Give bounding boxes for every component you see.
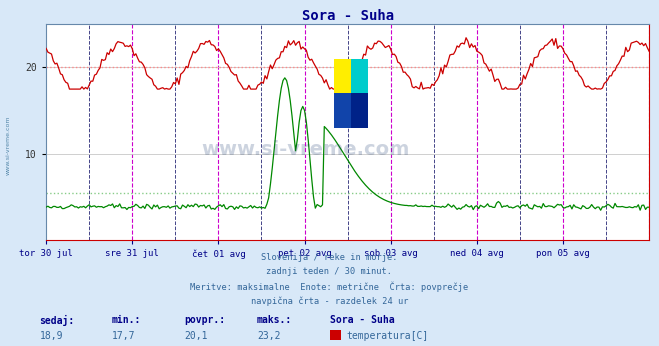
Text: povpr.:: povpr.: bbox=[185, 315, 225, 325]
Text: Meritve: maksimalne  Enote: metrične  Črta: povprečje: Meritve: maksimalne Enote: metrične Črta… bbox=[190, 282, 469, 292]
Text: min.:: min.: bbox=[112, 315, 142, 325]
Title: Sora - Suha: Sora - Suha bbox=[302, 9, 393, 23]
Text: www.si-vreme.com: www.si-vreme.com bbox=[5, 116, 11, 175]
Text: navpična črta - razdelek 24 ur: navpična črta - razdelek 24 ur bbox=[251, 296, 408, 306]
Text: 23,2: 23,2 bbox=[257, 331, 281, 342]
Text: maks.:: maks.: bbox=[257, 315, 292, 325]
Text: zadnji teden / 30 minut.: zadnji teden / 30 minut. bbox=[266, 267, 393, 276]
Text: Sora - Suha: Sora - Suha bbox=[330, 315, 394, 325]
Text: www.si-vreme.com: www.si-vreme.com bbox=[201, 140, 410, 159]
Text: 20,1: 20,1 bbox=[185, 331, 208, 342]
Text: 17,7: 17,7 bbox=[112, 331, 136, 342]
Text: temperatura[C]: temperatura[C] bbox=[347, 331, 429, 342]
Text: 18,9: 18,9 bbox=[40, 331, 63, 342]
Text: sedaj:: sedaj: bbox=[40, 315, 74, 326]
Text: Slovenija / reke in morje.: Slovenija / reke in morje. bbox=[261, 253, 398, 262]
